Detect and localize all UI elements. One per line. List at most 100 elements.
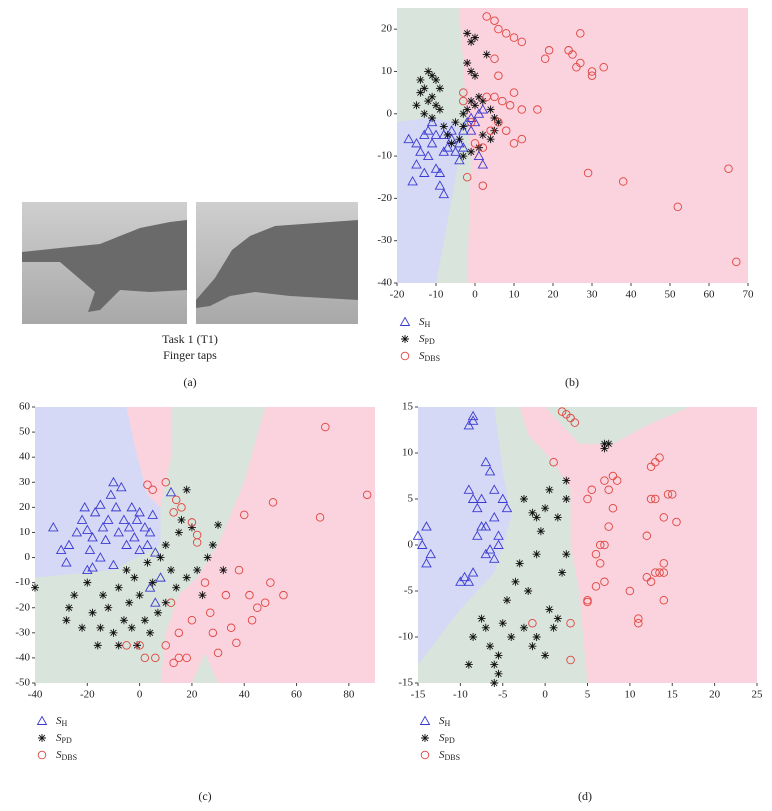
triangle-marker (484, 544, 496, 554)
triangle-marker (422, 150, 434, 161)
triangle-marker (489, 511, 500, 522)
asterisk-marker (167, 566, 175, 575)
y-tick-label: 10 (19, 526, 31, 538)
y-tick-label: 20 (19, 501, 31, 513)
asterisk-marker (451, 118, 460, 127)
circle-marker (490, 54, 499, 64)
circle-marker (634, 614, 643, 623)
circle-marker (732, 257, 741, 267)
circle-marker (591, 582, 601, 591)
y-tick-label: -40 (377, 277, 392, 289)
circle-marker (260, 598, 270, 607)
circle-marker (470, 139, 480, 148)
circle-marker (169, 508, 178, 517)
triangle-marker (422, 125, 434, 135)
circle-marker (494, 24, 503, 34)
circle-marker (672, 517, 681, 527)
x-tick-label: -20 (390, 289, 405, 301)
asterisk-marker (494, 651, 503, 660)
asterisk-marker (467, 37, 476, 46)
circle-marker (595, 559, 605, 568)
circle-marker (420, 750, 430, 760)
circle-marker (187, 518, 197, 527)
asterisk-marker (515, 559, 524, 568)
asterisk-marker (549, 623, 558, 632)
triangle-marker (118, 514, 130, 524)
asterisk-marker (38, 734, 46, 742)
triangle-marker (454, 137, 465, 148)
circle-marker (528, 618, 537, 628)
triangle-marker (87, 562, 98, 572)
asterisk-marker (172, 583, 181, 592)
triangle-marker (467, 567, 479, 577)
asterisk-marker (463, 29, 472, 38)
circle-marker (591, 549, 601, 559)
x-tick-label: 0 (542, 689, 548, 701)
asterisk-marker (161, 541, 170, 549)
asterisk-marker (78, 623, 87, 632)
triangle-marker (108, 476, 119, 487)
triangle-marker (55, 544, 67, 554)
x-tick-label: 0 (472, 289, 478, 301)
asterisk-marker (127, 623, 136, 632)
triangle-marker (412, 530, 424, 540)
triangle-marker (430, 163, 442, 173)
triangle-marker (469, 116, 481, 127)
circle-marker (253, 603, 262, 612)
circle-marker (599, 62, 608, 72)
circle-marker (655, 568, 664, 577)
asterisk-marker (532, 633, 541, 641)
triangle-marker (113, 527, 124, 537)
circle-marker (182, 653, 191, 663)
y-tick-label: 10 (381, 65, 393, 77)
asterisk-marker (459, 152, 468, 161)
decision-regions (35, 407, 375, 683)
triangle-marker (493, 530, 504, 540)
panel-label: (c) (198, 789, 211, 803)
asterisk-marker (187, 523, 196, 532)
asterisk-marker (474, 92, 483, 101)
circle-marker (279, 590, 288, 600)
asterisk-marker (545, 485, 554, 494)
circle-marker (177, 503, 186, 512)
asterisk-marker (532, 550, 541, 559)
circle-marker (362, 490, 372, 500)
y-tick-label: 50 (19, 426, 31, 438)
asterisk-marker (203, 553, 212, 562)
asterisk-marker (553, 614, 562, 623)
x-tick-label: 50 (665, 289, 677, 301)
triangle-marker (421, 557, 432, 568)
circle-marker (646, 494, 656, 504)
triangle-marker (425, 548, 436, 559)
legend-label: SH (419, 316, 431, 329)
circle-marker (122, 641, 131, 650)
asterisk-marker (143, 558, 152, 567)
asterisk-marker (467, 67, 476, 76)
x-tick-label: 25 (752, 689, 764, 701)
triangle-marker (399, 316, 411, 326)
circle-marker (505, 101, 515, 110)
circle-marker (234, 565, 244, 575)
triangle-marker (446, 125, 457, 135)
circle-marker (268, 498, 278, 507)
triangle-marker (142, 539, 153, 549)
circle-marker (161, 478, 171, 487)
circle-marker (659, 559, 669, 568)
triangle-marker (438, 129, 450, 139)
circle-marker (517, 105, 527, 114)
triangle-marker (419, 167, 430, 177)
circle-marker (604, 522, 613, 531)
x-tick-label: 80 (343, 689, 355, 701)
x-tick-label: -20 (80, 689, 95, 701)
asterisk-marker (464, 660, 473, 669)
asterisk-marker (96, 623, 105, 632)
x-tick-label: 20 (186, 689, 198, 701)
triangle-marker (463, 576, 475, 586)
legend-label: SPD (439, 732, 455, 745)
asterisk-marker (604, 439, 613, 448)
circle-marker (478, 181, 488, 190)
circle-marker (625, 586, 635, 596)
asterisk-marker (401, 335, 409, 343)
circle-marker (509, 33, 519, 42)
circle-marker (587, 485, 596, 495)
